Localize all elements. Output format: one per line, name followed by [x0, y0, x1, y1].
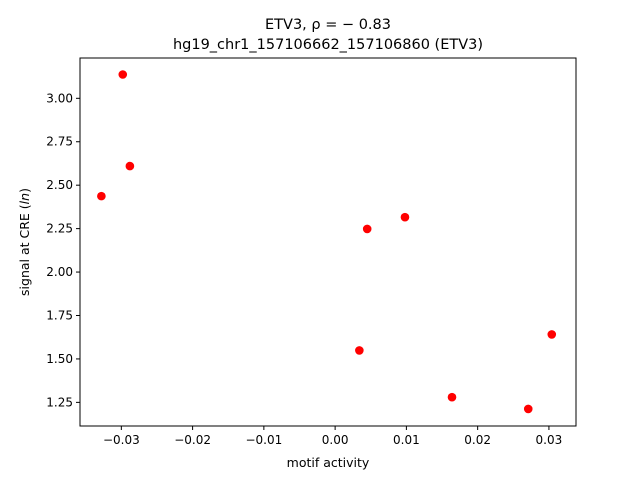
x-axis-ticks: −0.03 −0.02 −0.01 0.00 0.01 0.02 0.03: [103, 426, 562, 447]
x-tick-label: 0.02: [464, 433, 491, 447]
y-axis-label-suffix: ): [17, 188, 32, 193]
data-point-7: [547, 330, 557, 339]
plot-frame: [79, 57, 577, 427]
y-axis-label-prefix: signal at CRE (: [17, 204, 32, 296]
x-tick-label: 0.01: [393, 433, 420, 447]
y-tick-label: 2.50: [46, 178, 73, 192]
y-tick-label: 2.25: [46, 222, 73, 236]
y-tick-label: 2.75: [46, 135, 73, 149]
data-point-5: [400, 212, 410, 222]
data-point-1: [118, 70, 128, 79]
chart-title-line-2: hg19_chr1_157106662_157106860 (ETV3): [173, 37, 483, 53]
data-points: [97, 70, 557, 414]
data-point-3: [97, 191, 106, 201]
x-tick-label: 0.03: [536, 433, 563, 447]
data-point-8: [447, 392, 457, 402]
y-tick-label: 2.00: [46, 265, 73, 279]
y-tick-label: 1.75: [46, 308, 73, 322]
y-axis-label: signal at CRE (ln): [17, 188, 32, 296]
y-axis-ticks: 1.25 1.50 1.75 2.00 2.25 2.50 2.75 3.00: [46, 91, 80, 409]
x-tick-label: −0.02: [174, 433, 211, 447]
data-point-6: [355, 346, 364, 355]
x-axis-label: motif activity: [287, 455, 370, 470]
data-point-9: [523, 404, 533, 414]
x-tick-label: −0.01: [245, 433, 282, 447]
y-axis-label-italic: ln: [17, 193, 32, 204]
y-tick-label: 1.25: [46, 395, 73, 409]
x-tick-label: −0.03: [103, 433, 140, 447]
y-tick-label: 3.00: [46, 91, 73, 105]
data-point-4: [362, 224, 372, 234]
chart-title-line-1: ETV3, ρ = − 0.83: [265, 17, 391, 33]
y-tick-label: 1.50: [46, 352, 73, 366]
data-point-2: [125, 161, 135, 171]
x-tick-label: 0.00: [322, 433, 349, 447]
